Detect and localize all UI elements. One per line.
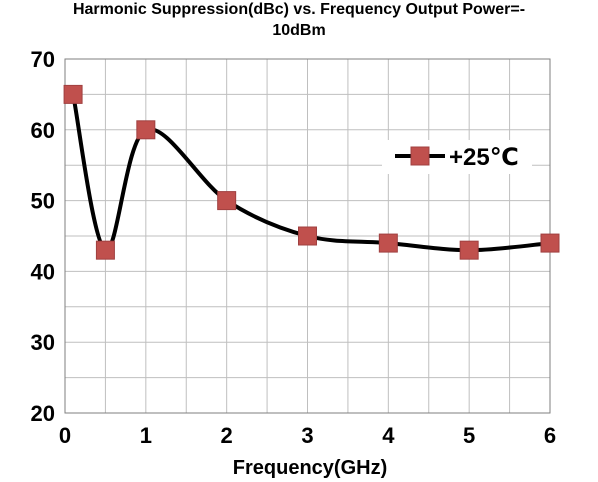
- legend-label: +25℃: [449, 144, 519, 171]
- x-tick-label: 4: [382, 423, 395, 448]
- data-point-marker: [378, 233, 398, 253]
- y-tick-label: 50: [31, 189, 55, 214]
- data-point-marker: [459, 240, 479, 260]
- x-tick-label: 6: [544, 423, 556, 448]
- data-point-marker: [136, 120, 156, 140]
- y-tick-label: 40: [31, 259, 55, 284]
- x-tick-labels: 0 1 2 3 4 5 6: [59, 423, 556, 448]
- data-point-marker: [298, 226, 317, 246]
- data-point-marker: [63, 84, 83, 104]
- x-tick-label: 5: [463, 423, 475, 448]
- x-tick-label: 0: [59, 423, 71, 448]
- y-tick-label: 20: [31, 401, 55, 426]
- x-axis-label: Frequency(GHz): [233, 457, 387, 479]
- series-group: [63, 84, 560, 260]
- legend: +25℃: [382, 140, 532, 174]
- chart-title-line2: 10dBm: [272, 22, 326, 39]
- data-point-marker: [95, 240, 115, 260]
- y-tick-label: 70: [31, 47, 55, 72]
- y-tick-label: 30: [31, 330, 55, 355]
- y-tick-labels: 20 30 40 50 60 70: [31, 47, 55, 426]
- data-point-marker: [217, 191, 237, 211]
- x-tick-label: 3: [301, 423, 313, 448]
- x-tick-label: 2: [221, 423, 233, 448]
- x-tick-label: 1: [140, 423, 152, 448]
- legend-marker: [410, 146, 430, 166]
- data-point-marker: [540, 233, 560, 253]
- y-tick-label: 60: [31, 118, 55, 143]
- chart-title-line1: Harmonic Suppression(dBc) vs. Frequency …: [72, 1, 526, 18]
